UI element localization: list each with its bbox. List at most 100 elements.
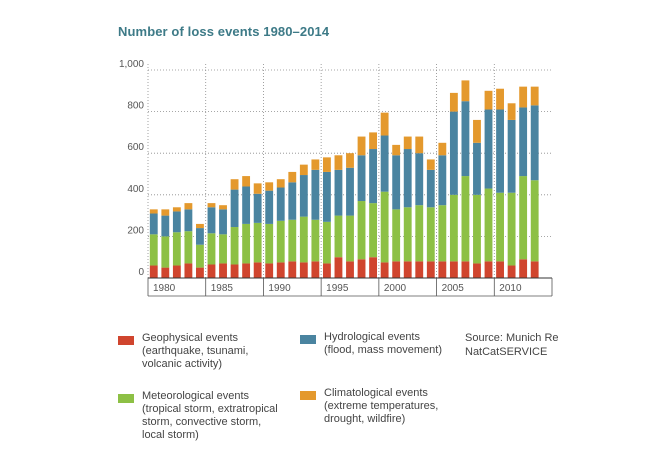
bar-2003-meteorological xyxy=(415,205,424,262)
bar-2004-geophysical xyxy=(426,261,435,278)
bar-1997-meteorological xyxy=(346,215,354,262)
bar-1988-geophysical xyxy=(242,263,251,278)
legend-label-hydrological: Hydrological events xyxy=(324,331,420,343)
bar-1993-geophysical xyxy=(299,262,308,278)
bar-1981-climatological xyxy=(161,209,170,216)
legend-label-meteorological: Meteorological events xyxy=(142,390,250,402)
bar-1987-meteorological xyxy=(230,227,239,265)
bar-2010-hydrological xyxy=(496,109,504,193)
bar-2002-geophysical xyxy=(403,261,412,278)
bar-2001-hydrological xyxy=(392,155,401,210)
bar-1994-geophysical xyxy=(311,261,320,278)
bar-1992-hydrological xyxy=(288,182,297,220)
legend-desc-hydrological-1: (flood, mass movement) xyxy=(324,344,442,356)
bar-2006-meteorological xyxy=(449,194,458,262)
bar-1998-geophysical xyxy=(357,259,366,278)
bar-2007-climatological xyxy=(461,80,470,102)
bar-1984-geophysical xyxy=(196,267,204,278)
x-tick-label-1995: 1995 xyxy=(326,283,349,294)
legend-swatch-geophysical xyxy=(118,336,134,345)
legend-item-climatological: Climatological events (extreme temperatu… xyxy=(300,387,438,426)
legend-desc-meteorological-3: local storm) xyxy=(142,429,199,441)
bar-1980-geophysical xyxy=(149,265,158,278)
bar-1989-hydrological xyxy=(253,193,262,223)
bar-2006-hydrological xyxy=(449,111,458,195)
bar-2002-climatological xyxy=(403,136,412,150)
bar-1996-climatological xyxy=(334,155,343,170)
x-tick-label-2005: 2005 xyxy=(442,283,465,294)
bar-1990-hydrological xyxy=(265,190,274,224)
bar-1987-climatological xyxy=(230,179,239,190)
bar-1994-meteorological xyxy=(311,219,320,262)
bar-1985-geophysical xyxy=(207,264,216,278)
bar-1996-meteorological xyxy=(334,215,343,258)
bar-2009-geophysical xyxy=(484,261,493,278)
source-note: Source: Munich Re NatCatSERVICE xyxy=(465,331,559,359)
bar-1999-hydrological xyxy=(369,149,378,204)
bar-2001-climatological xyxy=(392,144,401,156)
bar-1983-climatological xyxy=(184,203,193,210)
bar-1981-geophysical xyxy=(161,267,170,278)
source-line-2: NatCatSERVICE xyxy=(465,346,548,358)
bar-1983-meteorological xyxy=(184,231,193,264)
legend-desc-climatological-2: drought, wildfire) xyxy=(324,413,406,425)
bar-1999-meteorological xyxy=(369,203,378,258)
bar-2010-meteorological xyxy=(496,192,504,262)
bar-1993-meteorological xyxy=(299,216,308,263)
bar-2004-climatological xyxy=(426,159,435,170)
bar-1990-climatological xyxy=(265,182,274,191)
bar-2000-geophysical xyxy=(380,262,389,278)
legend-desc-meteorological-1: (tropical storm, extratropical xyxy=(142,403,278,415)
legend-swatch-climatological xyxy=(300,391,316,400)
bar-2008-hydrological xyxy=(473,142,481,195)
bar-2010-geophysical xyxy=(496,261,504,278)
bar-1998-hydrological xyxy=(357,155,366,202)
bar-1993-hydrological xyxy=(299,175,308,217)
bar-2012-geophysical xyxy=(519,259,528,278)
bar-1993-climatological xyxy=(299,164,308,176)
bar-1995-geophysical xyxy=(322,263,331,278)
bar-1989-climatological xyxy=(253,183,262,194)
bar-1999-climatological xyxy=(369,132,378,150)
bar-2005-climatological xyxy=(438,142,447,156)
legend-item-hydrological: Hydrological events (flood, mass movemen… xyxy=(300,331,442,357)
bar-1981-hydrological xyxy=(161,215,170,237)
bar-1991-meteorological xyxy=(276,220,285,263)
bar-1989-geophysical xyxy=(253,262,262,278)
bar-1985-hydrological xyxy=(207,207,216,234)
bar-2007-geophysical xyxy=(461,261,470,278)
bar-2009-climatological xyxy=(484,90,493,110)
bar-1992-geophysical xyxy=(288,261,297,278)
bar-2008-geophysical xyxy=(473,263,481,278)
bar-1996-geophysical xyxy=(334,257,343,278)
bar-1980-hydrological xyxy=(149,213,158,235)
y-tick-label-200: 200 xyxy=(127,225,144,236)
stacked-bar-chart: 0 200 400 600 800 1,000 1980 1985 1990 1995 2000 20… xyxy=(119,59,553,297)
x-tick-label-1990: 1990 xyxy=(268,283,291,294)
bar-1987-hydrological xyxy=(230,189,239,228)
bar-2006-geophysical xyxy=(449,261,458,278)
bar-1994-hydrological xyxy=(311,169,320,220)
bar-2013-geophysical xyxy=(530,261,539,278)
bar-1989-meteorological xyxy=(253,222,262,263)
bar-2002-meteorological xyxy=(403,207,412,262)
bar-2011-meteorological xyxy=(507,192,516,266)
bar-2000-hydrological xyxy=(380,135,389,192)
bar-2012-hydrological xyxy=(519,107,528,177)
bar-1985-meteorological xyxy=(207,233,216,265)
bar-1995-climatological xyxy=(322,157,331,172)
bar-1996-hydrological xyxy=(334,169,343,216)
bar-2003-hydrological xyxy=(415,153,424,206)
bar-1988-hydrological xyxy=(242,186,251,224)
bar-1991-climatological xyxy=(276,179,285,188)
bar-2006-climatological xyxy=(449,92,458,112)
y-tick-label-600: 600 xyxy=(127,142,144,153)
bar-1983-hydrological xyxy=(184,209,193,232)
bar-1995-meteorological xyxy=(322,221,331,264)
bar-2008-climatological xyxy=(473,119,481,143)
bar-2012-meteorological xyxy=(519,176,528,260)
bar-2005-geophysical xyxy=(438,261,447,278)
legend-item-geophysical: Geophysical events (earthquake, tsunami,… xyxy=(118,332,248,371)
y-tick-label-400: 400 xyxy=(127,184,144,195)
bar-2011-climatological xyxy=(507,103,516,120)
